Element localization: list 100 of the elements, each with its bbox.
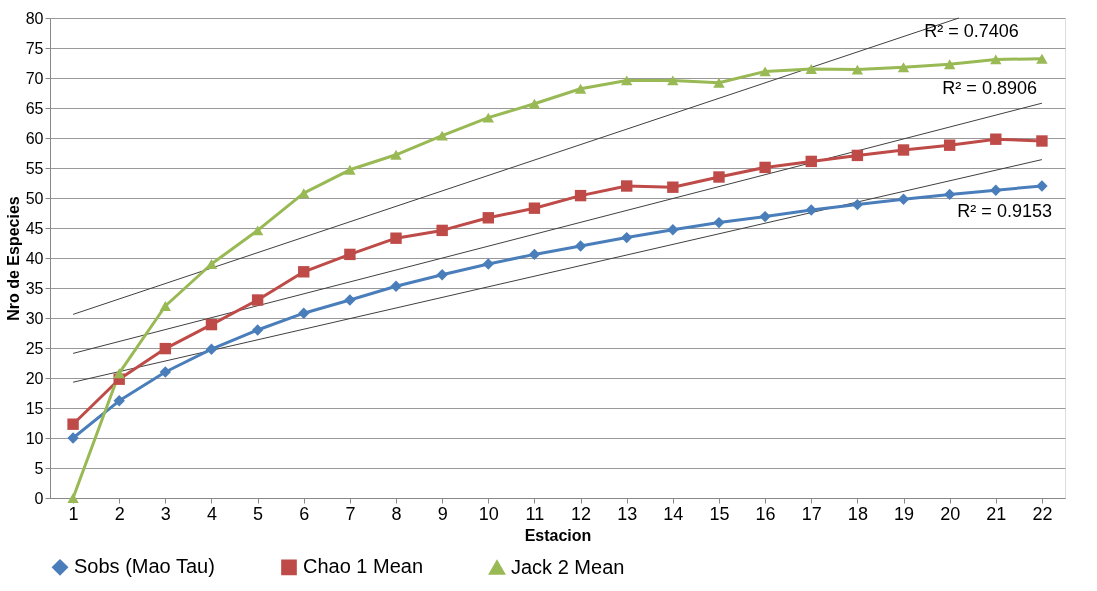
x-tick-label: 17 bbox=[801, 503, 822, 524]
point bbox=[990, 133, 1002, 145]
y-tick-label: 80 bbox=[25, 9, 44, 27]
point bbox=[574, 83, 587, 94]
legend-label: Jack 2 Mean bbox=[511, 555, 625, 578]
point bbox=[482, 258, 494, 270]
point bbox=[482, 112, 494, 123]
x-tick-label: 11 bbox=[525, 503, 545, 524]
x-tick-label: 22 bbox=[1032, 503, 1053, 524]
y-tick-label: 55 bbox=[25, 159, 44, 177]
point bbox=[67, 432, 79, 444]
point bbox=[436, 224, 448, 237]
point bbox=[390, 280, 402, 292]
point bbox=[159, 342, 172, 355]
point bbox=[713, 216, 725, 229]
x-tick-label: 2 bbox=[114, 503, 125, 524]
point bbox=[1036, 135, 1048, 147]
legend-label: Sobs (Mao Tau) bbox=[74, 555, 215, 578]
point bbox=[574, 189, 587, 202]
point bbox=[805, 64, 817, 74]
point bbox=[851, 198, 864, 211]
point bbox=[574, 240, 587, 252]
x-tick-label: 1 bbox=[68, 503, 79, 524]
y-tick-label: 20 bbox=[25, 369, 44, 387]
point bbox=[205, 343, 218, 355]
x-tick-label: 15 bbox=[709, 503, 730, 524]
point bbox=[713, 77, 725, 88]
point bbox=[482, 212, 494, 224]
point bbox=[1036, 53, 1048, 64]
point bbox=[67, 418, 79, 430]
annotation: R² = 0.9153 bbox=[957, 200, 1052, 221]
x-tick-label: 4 bbox=[206, 503, 217, 524]
point bbox=[990, 54, 1002, 65]
point bbox=[298, 188, 310, 199]
point bbox=[436, 269, 448, 281]
point bbox=[621, 231, 633, 244]
y-tick-label: 30 bbox=[25, 309, 44, 327]
point bbox=[528, 248, 541, 261]
point bbox=[436, 130, 448, 141]
y-tick-label: 40 bbox=[25, 249, 44, 267]
y-axis-title: Nro de Especies bbox=[4, 196, 22, 321]
point bbox=[528, 98, 541, 109]
point bbox=[298, 307, 310, 319]
y-tick-label: 60 bbox=[25, 129, 44, 147]
point bbox=[390, 232, 402, 244]
x-tick-label: 20 bbox=[940, 503, 961, 524]
point bbox=[344, 164, 356, 175]
x-tick-label: 3 bbox=[160, 503, 171, 524]
y-tick-label: 0 bbox=[34, 489, 44, 507]
point bbox=[113, 368, 125, 379]
y-tick-label: 70 bbox=[25, 69, 44, 87]
point bbox=[897, 193, 910, 205]
point bbox=[943, 59, 956, 70]
point bbox=[344, 294, 356, 306]
annotation: R² = 0.8906 bbox=[942, 78, 1037, 99]
point bbox=[67, 493, 79, 503]
point bbox=[805, 204, 817, 216]
point bbox=[759, 210, 771, 223]
point bbox=[113, 395, 125, 407]
y-tick-label: 50 bbox=[25, 189, 44, 207]
point bbox=[251, 294, 264, 306]
point bbox=[759, 161, 771, 174]
point bbox=[897, 62, 910, 73]
point bbox=[528, 202, 541, 214]
point bbox=[1036, 180, 1048, 192]
y-tick-label: 65 bbox=[25, 99, 44, 117]
x-tick-label: 8 bbox=[391, 503, 402, 524]
point bbox=[943, 139, 956, 151]
point bbox=[621, 180, 633, 192]
point bbox=[159, 301, 172, 311]
point bbox=[667, 75, 679, 86]
point bbox=[667, 224, 679, 236]
point bbox=[667, 181, 679, 193]
y-tick-label: 75 bbox=[25, 39, 44, 57]
y-tick-label: 35 bbox=[25, 279, 44, 297]
y-tick-label: 15 bbox=[25, 399, 44, 417]
x-tick-label: 9 bbox=[437, 503, 448, 524]
x-tick-label: 7 bbox=[345, 503, 356, 524]
x-tick-label: 14 bbox=[663, 503, 684, 524]
x-tick-label: 19 bbox=[894, 503, 915, 524]
x-tick-label: 5 bbox=[253, 503, 264, 524]
x-tick-label: 18 bbox=[847, 503, 868, 524]
point bbox=[851, 64, 864, 75]
annotation: R² = 0.7406 bbox=[924, 21, 1019, 41]
point bbox=[805, 155, 817, 168]
x-tick-label: 13 bbox=[617, 503, 638, 524]
y-tick-label: 45 bbox=[25, 219, 44, 237]
x-tick-label: 10 bbox=[478, 503, 499, 524]
point bbox=[205, 318, 218, 331]
y-tick-label: 25 bbox=[25, 339, 44, 357]
point bbox=[621, 75, 633, 86]
x-axis-title: Estacion bbox=[524, 526, 592, 544]
point bbox=[897, 144, 910, 156]
legend-label: Chao 1 Mean bbox=[303, 555, 424, 578]
x-tick-label: 21 bbox=[986, 503, 1007, 524]
point bbox=[344, 248, 356, 261]
point bbox=[943, 188, 956, 201]
y-tick-label: 10 bbox=[25, 429, 44, 447]
point bbox=[390, 149, 402, 160]
y-tick-label: 5 bbox=[34, 459, 44, 477]
